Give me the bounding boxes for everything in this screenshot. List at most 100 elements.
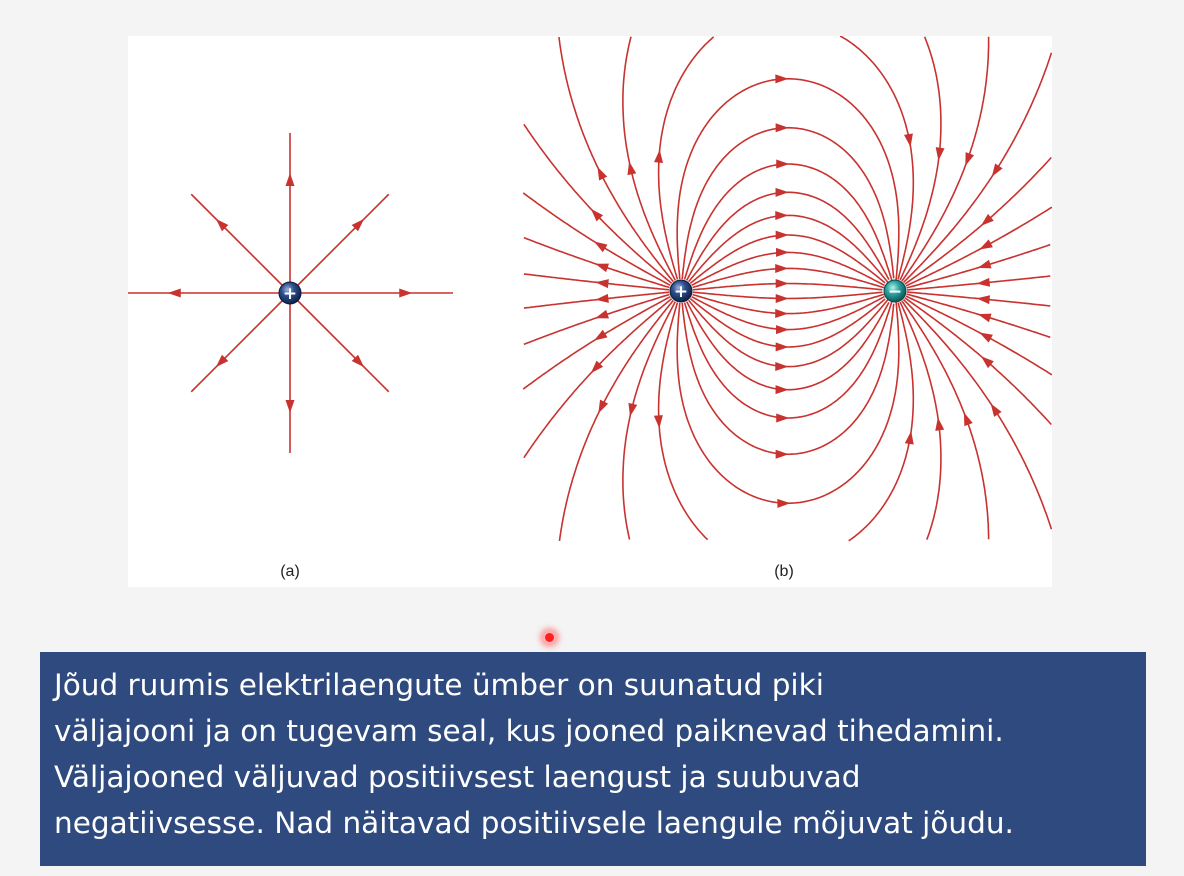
field-arrow-b-33 bbox=[935, 147, 945, 161]
field-arrow-b-40 bbox=[976, 295, 991, 305]
field-line-b-30 bbox=[692, 267, 885, 289]
field-line-b-6 bbox=[683, 301, 893, 419]
field-arrow-b-27 bbox=[775, 211, 789, 221]
positive-charge-a: + bbox=[278, 281, 302, 305]
field-line-figure: + + − (a) (b) bbox=[128, 36, 1052, 587]
field-line-b-25 bbox=[683, 163, 893, 281]
field-line-b-42 bbox=[905, 295, 1052, 376]
field-arrow-b-34 bbox=[965, 152, 975, 166]
field-arrow-b-44 bbox=[990, 403, 1002, 417]
field-line-b-12 bbox=[523, 297, 673, 459]
field-arrow-b-10 bbox=[628, 402, 638, 417]
field-arrow-b-2 bbox=[776, 325, 790, 335]
field-arrow-b-14 bbox=[595, 309, 609, 319]
caption-b: (b) bbox=[774, 563, 794, 580]
field-arrow-b-7 bbox=[775, 449, 789, 459]
field-line-b-28 bbox=[689, 234, 886, 285]
field-line-b-0 bbox=[692, 291, 883, 300]
field-arrow-b-28 bbox=[775, 230, 789, 240]
field-arrow-b-9 bbox=[653, 415, 663, 429]
field-arrow-b-39 bbox=[976, 277, 991, 287]
field-arrow-b-41 bbox=[977, 313, 992, 323]
field-arrow-b-15 bbox=[595, 293, 609, 303]
field-arrow-b-32 bbox=[904, 133, 913, 148]
field-line-b-9 bbox=[657, 302, 709, 541]
field-line-b-18 bbox=[522, 192, 671, 287]
text-line-2: väljajooni ja on tugevam seal, kus joone… bbox=[54, 714, 1004, 748]
field-arrow-a-5 bbox=[215, 354, 229, 368]
field-arrow-b-11 bbox=[598, 399, 609, 414]
field-arrow-b-8 bbox=[777, 498, 791, 508]
field-arrow-b-16 bbox=[595, 279, 609, 289]
field-arrow-b-1 bbox=[775, 309, 789, 319]
field-line-b-1 bbox=[692, 293, 885, 315]
text-line-4: negatiivsesse. Nad näitavad positiivsele… bbox=[54, 806, 1014, 840]
field-line-a-5 bbox=[190, 292, 291, 393]
field-line-b-31 bbox=[692, 282, 883, 291]
field-arrow-b-37 bbox=[979, 239, 993, 250]
positive-sign-a: + bbox=[283, 284, 297, 304]
field-line-b-27 bbox=[687, 214, 889, 283]
field-line-b-33 bbox=[899, 36, 942, 281]
field-arrow-b-6 bbox=[776, 413, 790, 423]
field-line-diagram: + + − bbox=[128, 36, 1052, 542]
panel-a-field-lines bbox=[128, 133, 453, 453]
field-line-a-1 bbox=[289, 193, 390, 294]
field-line-b-38 bbox=[906, 243, 1051, 289]
explanation-text-box: Jõud ruumis elektrilaengute ümber on suu… bbox=[40, 652, 1146, 866]
negative-charge-b: − bbox=[883, 279, 907, 303]
field-line-b-4 bbox=[687, 299, 889, 368]
negative-sign-b: − bbox=[888, 282, 902, 302]
field-line-b-13 bbox=[522, 295, 671, 390]
field-arrow-b-24 bbox=[775, 123, 789, 133]
positive-sign-b: + bbox=[674, 282, 688, 302]
field-line-b-47 bbox=[848, 302, 915, 542]
field-arrow-b-5 bbox=[775, 385, 789, 395]
field-arrow-b-22 bbox=[654, 149, 663, 163]
field-line-b-10 bbox=[622, 301, 677, 540]
field-arrow-b-36 bbox=[981, 213, 994, 226]
field-arrow-b-3 bbox=[775, 342, 789, 352]
field-arrow-b-12 bbox=[590, 360, 604, 374]
field-arrow-a-6 bbox=[167, 288, 181, 298]
field-line-a-3 bbox=[289, 292, 390, 393]
field-line-b-19 bbox=[523, 123, 673, 285]
field-line-b-3 bbox=[689, 297, 886, 348]
field-arrow-a-3 bbox=[351, 354, 365, 368]
field-arrow-a-0 bbox=[285, 173, 295, 186]
panel-b-field-lines bbox=[522, 36, 1052, 542]
field-line-b-23 bbox=[676, 78, 900, 280]
field-arrow-b-31 bbox=[775, 279, 789, 289]
field-arrow-b-0 bbox=[775, 293, 789, 303]
field-arrow-b-25 bbox=[776, 159, 790, 169]
field-arrow-b-47 bbox=[904, 431, 914, 445]
field-arrow-a-4 bbox=[285, 400, 295, 413]
field-arrow-b-4 bbox=[775, 361, 789, 371]
field-arrow-b-45 bbox=[963, 412, 973, 427]
field-arrow-b-20 bbox=[597, 166, 608, 181]
field-line-b-16 bbox=[523, 273, 670, 291]
field-line-b-44 bbox=[902, 298, 1052, 530]
field-arrow-b-42 bbox=[979, 332, 993, 343]
text-line-3: Väljajooned väljuvad positiivsest laengu… bbox=[54, 760, 861, 794]
field-line-b-41 bbox=[906, 293, 1051, 339]
field-arrow-b-35 bbox=[991, 163, 1003, 177]
field-line-b-34 bbox=[901, 36, 990, 282]
field-line-b-15 bbox=[523, 291, 670, 309]
field-arrow-b-21 bbox=[627, 161, 637, 176]
field-arrow-b-13 bbox=[594, 329, 608, 341]
text-line-1: Jõud ruumis elektrilaengute ümber on suu… bbox=[54, 668, 824, 702]
field-line-b-35 bbox=[902, 52, 1052, 284]
caption-a: (a) bbox=[280, 563, 300, 580]
field-arrow-b-17 bbox=[595, 263, 609, 273]
field-arrow-b-18 bbox=[594, 241, 608, 253]
field-arrow-a-1 bbox=[351, 218, 365, 232]
field-arrow-a-7 bbox=[215, 218, 229, 232]
positive-charge-b: + bbox=[669, 279, 693, 303]
field-arrow-b-46 bbox=[935, 417, 945, 431]
field-line-a-7 bbox=[190, 193, 291, 294]
field-arrow-b-23 bbox=[775, 74, 789, 84]
field-line-b-8 bbox=[676, 302, 900, 504]
field-arrow-b-43 bbox=[981, 356, 994, 369]
field-arrow-a-2 bbox=[399, 288, 413, 298]
